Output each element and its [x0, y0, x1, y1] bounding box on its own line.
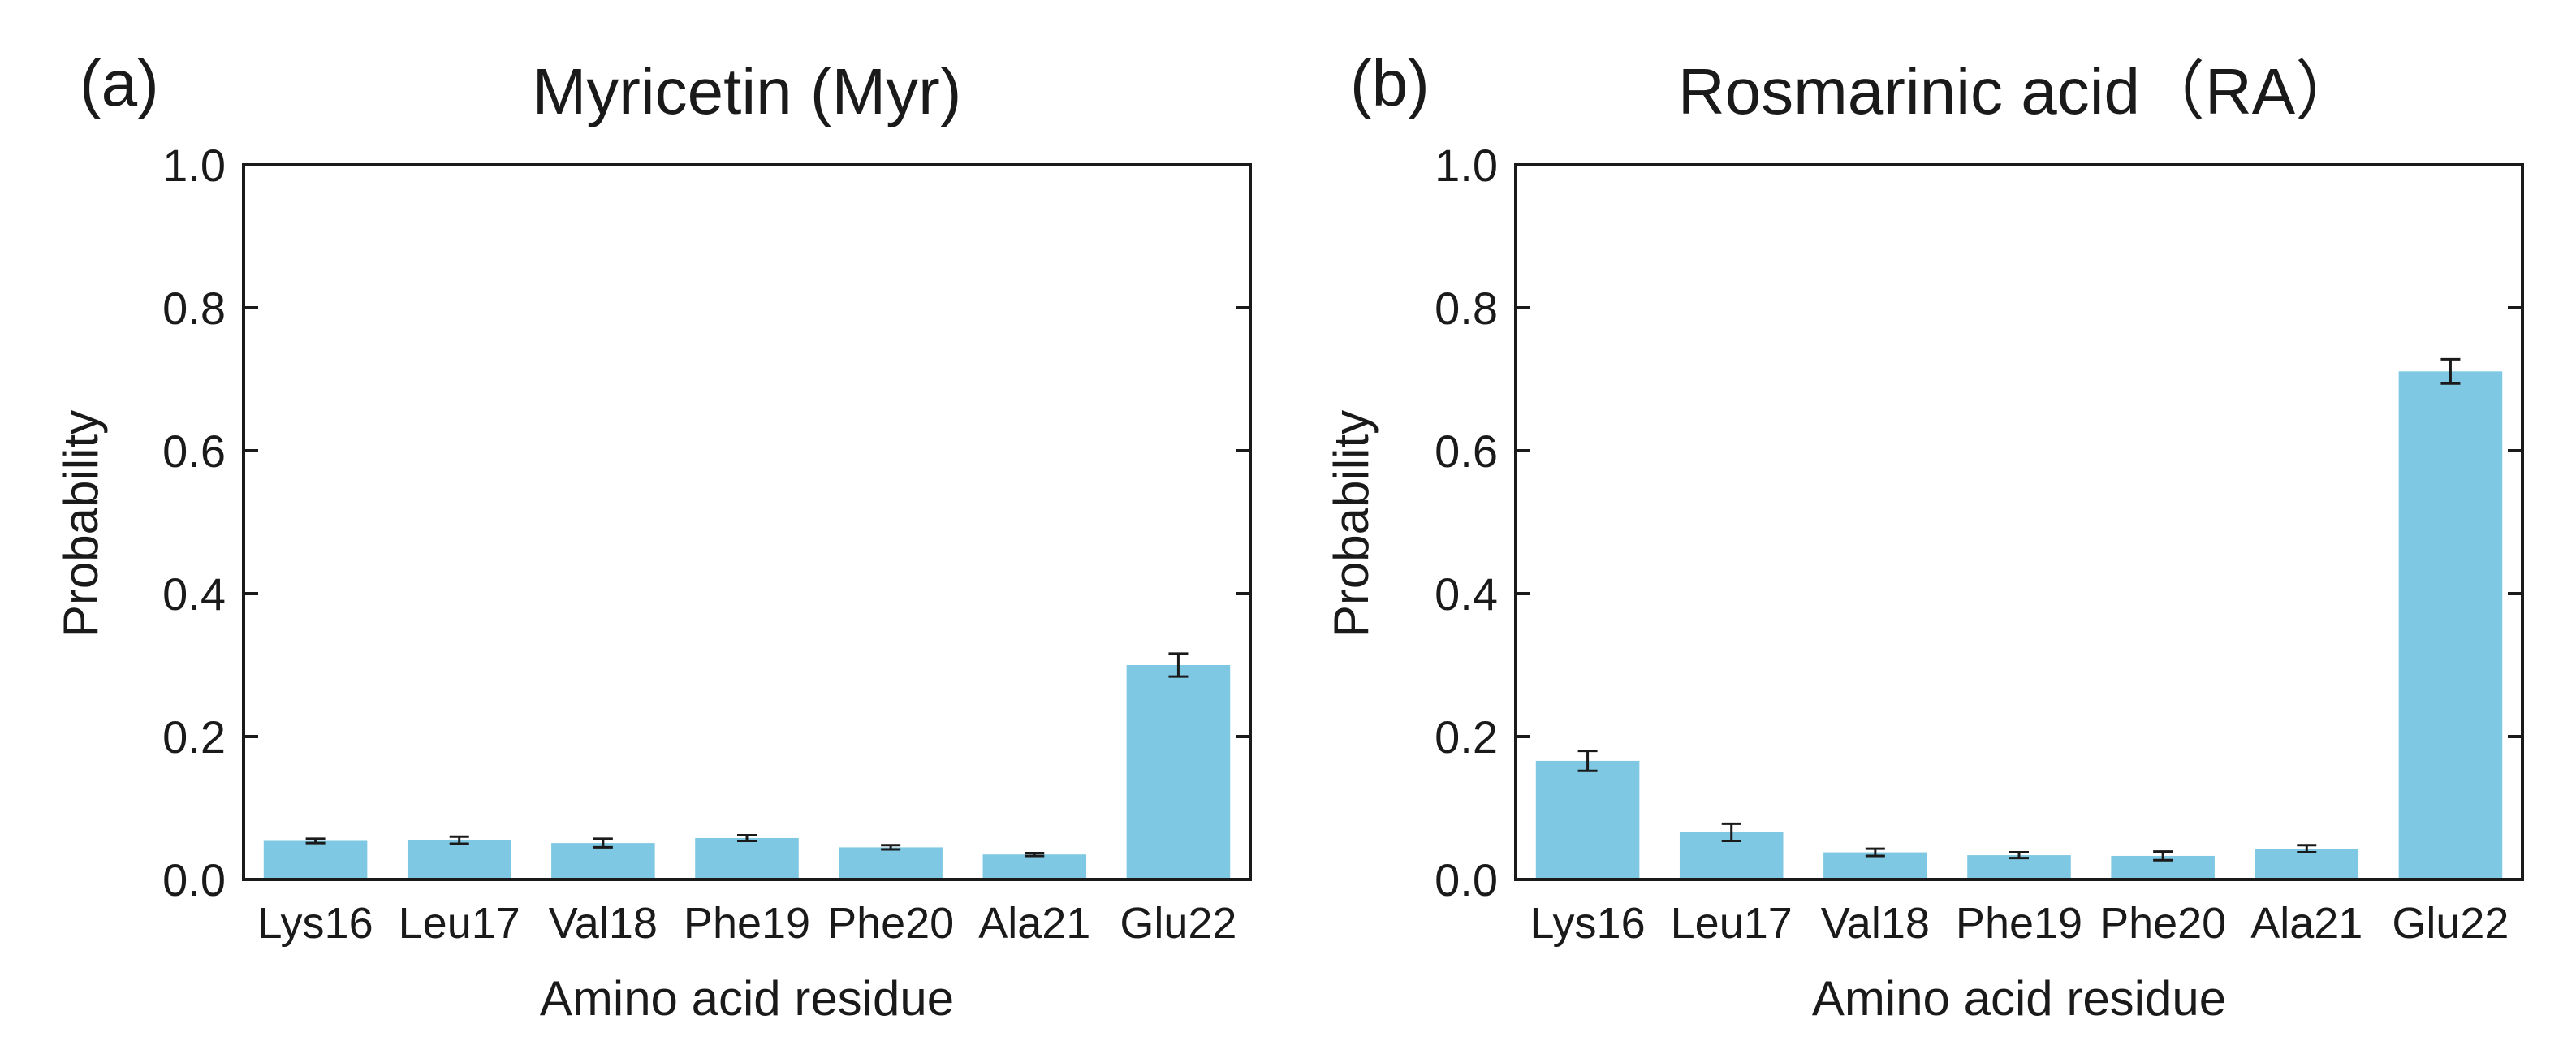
y-tick-label: 0.6: [162, 426, 226, 477]
x-tick-label-ala21: Ala21: [978, 899, 1090, 948]
x-tick-label-phe20: Phe20: [2099, 899, 2226, 948]
y-tick-label: 0.4: [1435, 568, 1498, 620]
x-axis-label-a: Amino acid residue: [540, 971, 954, 1026]
bar-val18: [551, 843, 655, 879]
chart-title-b: Rosmarinic acid（RA）: [1678, 55, 2360, 127]
y-tick-label: 0.0: [162, 854, 226, 905]
x-tick-label-val18: Val18: [549, 899, 658, 948]
y-tick-label: 0.2: [162, 711, 226, 763]
y-tick-label: 0.2: [1435, 711, 1498, 763]
y-tick-label: 0.6: [1435, 426, 1498, 477]
x-tick-label-lys16: Lys16: [1530, 899, 1646, 948]
panel-label-a: (a): [80, 47, 159, 119]
bar-lys16: [263, 840, 368, 879]
x-tick-label-val18: Val18: [1821, 899, 1930, 948]
chart-panel-b: (b) Rosmarinic acid（RA） Probability Amin…: [1324, 47, 2524, 1026]
x-tick-label-phe20: Phe20: [827, 899, 954, 948]
plot-frame-a: [242, 163, 1252, 881]
x-tick-label-glu22: Glu22: [1120, 899, 1236, 948]
panel-label-b: (b): [1350, 47, 1430, 119]
y-axis-label-b: Probability: [1324, 410, 1379, 637]
y-tick-label: 1.0: [1435, 140, 1498, 191]
bar-phe19: [695, 837, 799, 879]
x-tick-label-phe19: Phe19: [684, 899, 810, 948]
x-tick-label-glu22: Glu22: [2392, 899, 2509, 948]
bar-glu22: [2398, 371, 2503, 879]
x-tick-label-ala21: Ala21: [2250, 899, 2362, 948]
y-tick-label: 0.0: [1435, 854, 1498, 905]
y-tick-label: 1.0: [162, 140, 226, 191]
x-tick-label-lys16: Lys16: [258, 899, 373, 948]
y-tick-label: 0.8: [1435, 283, 1498, 334]
chart-marks-b: Lys16 Leu17 Val18 Phe19 Phe20 Ala21 Glu22 0.0 0.…: [1435, 140, 2522, 948]
plot-frame-b: [1514, 163, 2524, 881]
bar-lys16: [1535, 760, 1640, 879]
x-tick-label-phe19: Phe19: [1956, 899, 2082, 948]
bar-glu22: [1126, 665, 1231, 879]
x-tick-label-leu17: Leu17: [399, 899, 520, 948]
chart-title-a: Myricetin (Myr): [533, 55, 962, 127]
chart-marks-a: Lys16 Leu17 Val18 Phe19 Phe20 Ala21 Glu22 0.0 0.…: [162, 140, 1250, 948]
bar-ala21: [982, 854, 1087, 879]
y-axis-label-a: Probability: [54, 410, 108, 637]
bar-leu17: [407, 840, 511, 879]
bar-ala21: [2255, 849, 2359, 879]
x-axis-label-b: Amino acid residue: [1812, 971, 2226, 1026]
x-tick-label-leu17: Leu17: [1671, 899, 1793, 948]
chart-panel-a: (a) Myricetin (Myr) Probability Amino ac…: [54, 47, 1252, 1026]
bar-phe20: [839, 847, 943, 879]
y-tick-label: 0.4: [162, 568, 226, 620]
y-tick-label: 0.8: [162, 283, 226, 334]
